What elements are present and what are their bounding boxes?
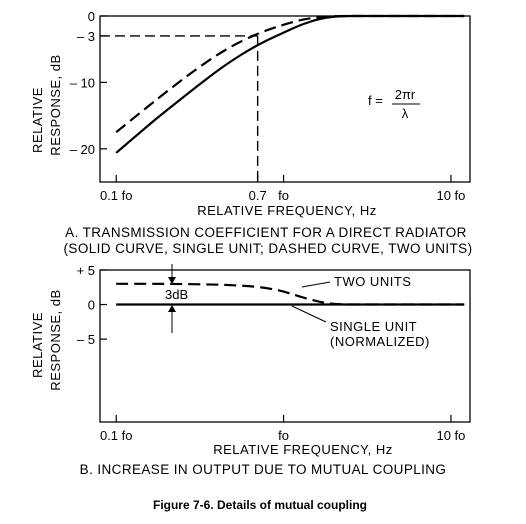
chart-a-caption-line1: A. TRANSMISSION COEFFICIENT FOR A DIRECT…	[65, 225, 467, 240]
two-units-leader	[301, 281, 331, 288]
chart-a-y-tick-label-2: – 10	[70, 75, 95, 90]
formula-numerator: 2πr	[395, 87, 416, 102]
two-units-label: TWO UNITS	[334, 274, 411, 289]
chart-a-ylabel-line1: RELATIVE	[30, 87, 45, 153]
chart-b-series	[116, 282, 465, 306]
gap-arrow-bottom-head	[168, 305, 176, 312]
formula: f = 2πr λ	[368, 87, 420, 121]
chart-a-xlabel: RELATIVE FREQUENCY, Hz	[197, 203, 377, 218]
chart-a-y-tick-label-0: 0	[88, 9, 95, 24]
chart-a-series	[115, 14, 465, 154]
chart-a-x-tick-label-0: 0.1 fo	[100, 188, 133, 203]
chart-a-frame	[99, 15, 471, 183]
gap-annotation: 3dB	[165, 264, 188, 333]
chart-a-y-ticks: 0 – 3 – 10 – 20	[70, 9, 107, 157]
chart-b-ylabel-line1: RELATIVE	[30, 312, 45, 378]
chart-b-x-tick-label-0: 0.1 fo	[100, 428, 133, 443]
chart-b-y-tick-label-0: + 5	[77, 263, 95, 278]
chart-a-x-ticks: 0.1 fo 0.7 fo 10 fo	[100, 175, 465, 203]
chart-b-xlabel: RELATIVE FREQUENCY, Hz	[213, 442, 393, 457]
chart-a-x-tick-label-1: 0.7	[249, 188, 267, 203]
formula-lhs: f =	[368, 93, 383, 108]
chart-a-caption-line2: (SOLID CURVE, SINGLE UNIT; DASHED CURVE,…	[64, 241, 473, 256]
single-unit-leader	[291, 305, 327, 323]
chart-b-series-dashed-line	[116, 282, 465, 306]
chart-b-frame	[99, 269, 471, 423]
chart-b-x-ticks: 0.1 fo fo 10 fo	[100, 415, 465, 443]
chart-b-ylabel-line2: RESPONSE, dB	[48, 289, 63, 390]
single-unit-label-line2: (NORMALIZED)	[330, 334, 430, 349]
figure-title: Figure 7-6. Details of mutual coupling	[153, 498, 367, 512]
chart-a-ylabel-line2: RESPONSE, dB	[48, 54, 63, 155]
chart-b-y-tick-label-1: 0	[88, 298, 95, 313]
formula-denominator: λ	[402, 106, 409, 121]
chart-b: + 5 0 – 5 0.1 fo fo 10 fo 3dB TWO UNITS SING…	[30, 263, 471, 477]
chart-a-x-tick-label-2: fo	[278, 188, 289, 203]
chart-a-reference-lines	[100, 35, 259, 182]
chart-a: 0 – 3 – 10 – 20 0.1 fo 0.7 fo 10 fo RELATIVE R…	[30, 9, 472, 256]
gap-arrow-top-head	[168, 277, 176, 284]
chart-b-y-tick-label-2: – 5	[77, 332, 95, 347]
chart-a-y-tick-label-3: – 20	[70, 142, 95, 157]
chart-a-y-tick-label-1: – 3	[77, 29, 95, 44]
chart-b-caption: B. INCREASE IN OUTPUT DUE TO MUTUAL COUP…	[80, 462, 447, 477]
gap-label: 3dB	[165, 287, 188, 302]
chart-b-y-ticks: + 5 0 – 5	[77, 263, 107, 347]
single-unit-label: SINGLE UNIT	[330, 319, 417, 334]
chart-a-series-dashed-line	[115, 14, 465, 134]
chart-a-x-tick-label-3: 10 fo	[436, 188, 465, 203]
chart-b-x-tick-label-2: 10 fo	[436, 428, 465, 443]
chart-b-x-tick-label-1: fo	[278, 428, 289, 443]
